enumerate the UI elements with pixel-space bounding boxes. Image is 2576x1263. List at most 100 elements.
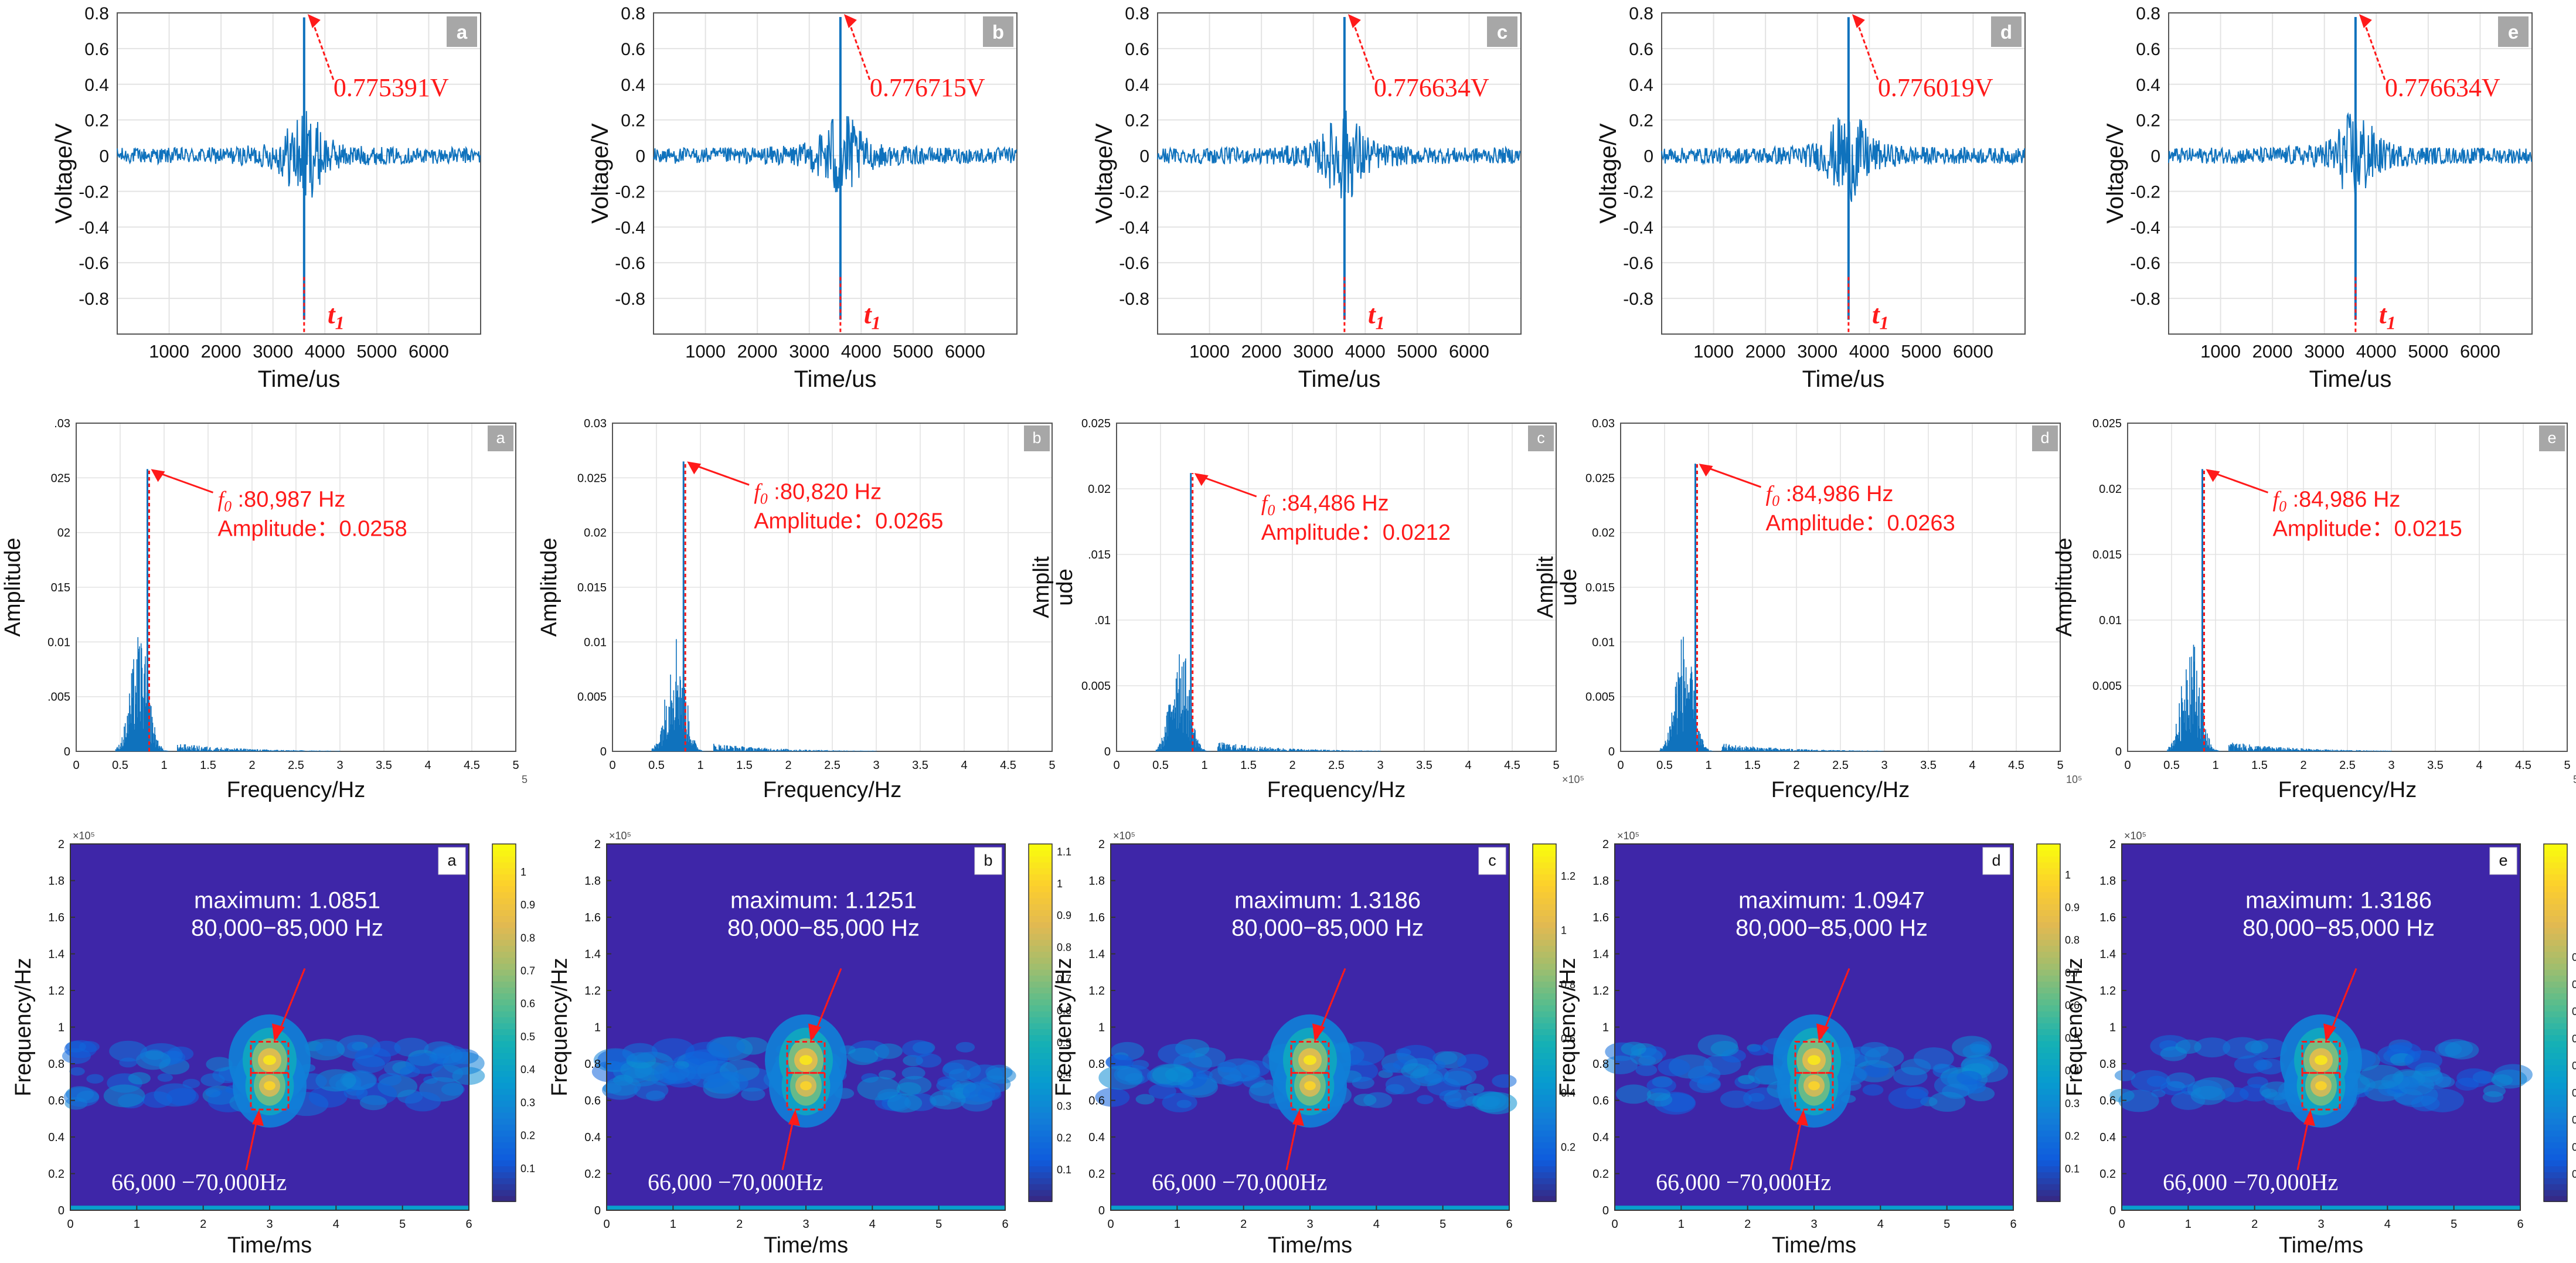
colorbar-segment xyxy=(1029,1040,1052,1047)
y-tick-label: 1.6 xyxy=(2099,911,2116,924)
heatmap-texture xyxy=(878,1070,896,1080)
panel-label: c xyxy=(1488,852,1496,869)
colorbar-segment xyxy=(2037,939,2060,946)
colorbar-segment xyxy=(1029,1023,1052,1030)
spectrum-lines xyxy=(115,637,341,751)
colorbar-segment xyxy=(1029,1112,1052,1119)
band-lower-arrow-head xyxy=(788,1109,800,1126)
colorbar-segment xyxy=(1533,957,1556,964)
colorbar-segment xyxy=(1029,1046,1052,1053)
peak-arrow-line xyxy=(2361,17,2386,80)
colorbar-segment xyxy=(2037,1082,2060,1089)
heatmap-texture xyxy=(874,1043,903,1059)
y-tick-label: 0.2 xyxy=(84,111,109,131)
x-tick-label: 0 xyxy=(2118,1218,2125,1231)
x-tick-label: 1 xyxy=(1705,759,1711,772)
colorbar-segment xyxy=(1533,945,1556,952)
y-tick-label: -0.8 xyxy=(615,290,645,309)
y-tick-label: 0 xyxy=(58,1204,64,1217)
x-tick-label: 2000 xyxy=(737,341,778,362)
x-tick-label: 0 xyxy=(609,759,615,772)
x-tick-label: 1 xyxy=(2185,1218,2192,1231)
heatmap-texture xyxy=(2445,1040,2479,1060)
colorbar-segment xyxy=(2037,867,2060,874)
colorbar-segment xyxy=(492,915,516,922)
y-axis-label: Amplit xyxy=(1029,556,1054,618)
panel-label: c xyxy=(1497,21,1508,43)
heatmap-texture xyxy=(942,1059,981,1081)
colorbar-segment xyxy=(492,1118,516,1125)
t1-subscript: 1 xyxy=(2387,312,2396,333)
x-tick-label: 3 xyxy=(802,1218,809,1231)
band-lower-annotation: 66,000 −70,000Hz xyxy=(1152,1169,1327,1196)
x-tick-label: 0.5 xyxy=(112,759,128,772)
colorbar-segment xyxy=(1029,927,1052,934)
maximum-annotation: maximum: 1.3186 xyxy=(1234,887,1421,913)
heatmap-texture xyxy=(1165,1067,1194,1082)
x-axis-label: Time/us xyxy=(794,366,877,392)
y-tick-label: 1.4 xyxy=(2099,948,2116,961)
x-tick-label: 5 xyxy=(935,1218,942,1231)
f0-arrow-line xyxy=(154,470,214,493)
colorbar-segment xyxy=(2037,1058,2060,1065)
heatmap-texture xyxy=(2166,1072,2195,1088)
x-tick-label: 6 xyxy=(1002,1218,1008,1231)
y-tick-label: 025 xyxy=(51,472,70,485)
colorbar-segment xyxy=(2037,957,2060,964)
y-tick-label: -0.8 xyxy=(79,290,109,309)
panel-label-box xyxy=(488,425,513,451)
heatmap-texture xyxy=(119,1057,137,1068)
heatmap-texture xyxy=(661,1065,690,1081)
hotspot-lower xyxy=(2315,1081,2327,1091)
band-box-lower xyxy=(786,1072,826,1111)
colorbar-tick-label: 0.6 xyxy=(2065,1000,2080,1012)
colorbar-segment xyxy=(1029,897,1052,904)
colorbar-segment xyxy=(1533,1159,1556,1166)
y-tick-label: 2 xyxy=(1098,838,1105,851)
peak-voltage-annotation: 0.775391V xyxy=(334,73,449,102)
y-axis-label: Frequency/Hz xyxy=(1556,958,1580,1097)
colorbar-segment xyxy=(492,981,516,988)
colorbar-segment xyxy=(2037,987,2060,994)
colorbar-segment xyxy=(1533,891,1556,898)
heatmap-texture xyxy=(1444,1090,1476,1108)
x-tick-label: 2000 xyxy=(1745,341,1786,362)
colorbar-segment xyxy=(492,1183,516,1190)
colorbar-segment xyxy=(2544,850,2567,857)
f0-subscript: 0 xyxy=(224,498,232,515)
colorbar-segment xyxy=(492,1172,516,1179)
y-axis-label: Amplitude xyxy=(537,538,562,637)
x-tick-label: 5000 xyxy=(893,341,933,362)
colorbar-segment xyxy=(492,1005,516,1012)
colorbar-segment xyxy=(1029,1189,1052,1196)
y-tick-label: -0.6 xyxy=(2130,254,2160,273)
colorbar-segment xyxy=(492,1064,516,1071)
colorbar-tick-label: 0.5 xyxy=(2572,1060,2576,1072)
f0-arrow-head xyxy=(687,461,702,475)
colorbar-segment xyxy=(2544,1082,2567,1089)
colorbar-tick-label: 0.5 xyxy=(520,1031,535,1043)
y-axis-label: Voltage/V xyxy=(587,123,613,224)
colorbar-segment xyxy=(2544,945,2567,952)
x-tick-label: 6000 xyxy=(1449,341,1489,362)
x-tick-label: 3 xyxy=(1881,759,1887,772)
band-box-lower xyxy=(2301,1072,2341,1111)
heatmap-texture xyxy=(352,1055,385,1074)
f0-subscript: 0 xyxy=(1772,492,1779,509)
waveform-signal xyxy=(1661,117,2026,202)
y-tick-label: 0.8 xyxy=(84,4,109,23)
colorbar-segment xyxy=(1029,1052,1052,1059)
colorbar-segment xyxy=(492,1010,516,1017)
colorbar-tick-label: 0.8 xyxy=(1057,941,1071,953)
x-tick-label: 1.5 xyxy=(200,759,216,772)
peak-arrow-line xyxy=(1854,17,1879,80)
colorbar-segment xyxy=(1533,1142,1556,1149)
colorbar-segment xyxy=(2544,1034,2567,1041)
colorbar-segment xyxy=(492,891,516,898)
y-tick-label: 0.2 xyxy=(1088,1168,1105,1181)
colorbar-segment xyxy=(2544,886,2567,893)
y-tick-label: .005 xyxy=(47,691,70,704)
colorbar-segment xyxy=(2544,1148,2567,1155)
colorbar-segment xyxy=(1533,1172,1556,1179)
